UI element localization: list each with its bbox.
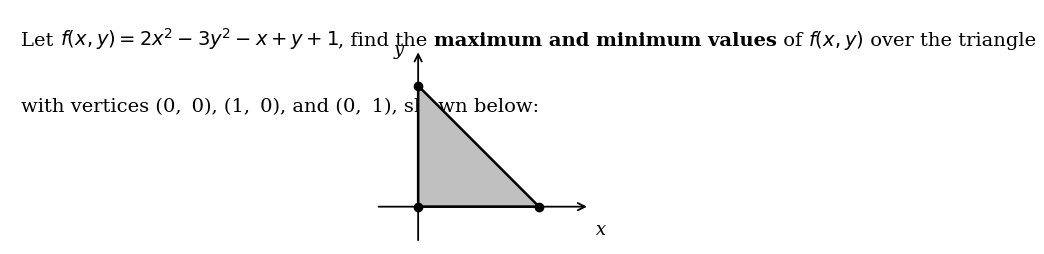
Text: , find the: , find the	[338, 32, 433, 50]
Text: maximum and minimum values: maximum and minimum values	[433, 32, 777, 50]
Text: $f(x,y)=2x^2-3y^2-x+y+1$: $f(x,y)=2x^2-3y^2-x+y+1$	[60, 26, 338, 52]
Text: Let: Let	[21, 32, 60, 50]
Text: y: y	[394, 41, 404, 58]
Text: with vertices (0,  0), (1,  0), and (0,  1), shown below:: with vertices (0, 0), (1, 0), and (0, 1)…	[21, 98, 539, 116]
Text: over the triangle: over the triangle	[863, 32, 1036, 50]
Polygon shape	[419, 86, 539, 207]
Text: x: x	[596, 221, 606, 239]
Text: $f(x,y)$: $f(x,y)$	[808, 29, 863, 52]
Text: of: of	[777, 32, 808, 50]
